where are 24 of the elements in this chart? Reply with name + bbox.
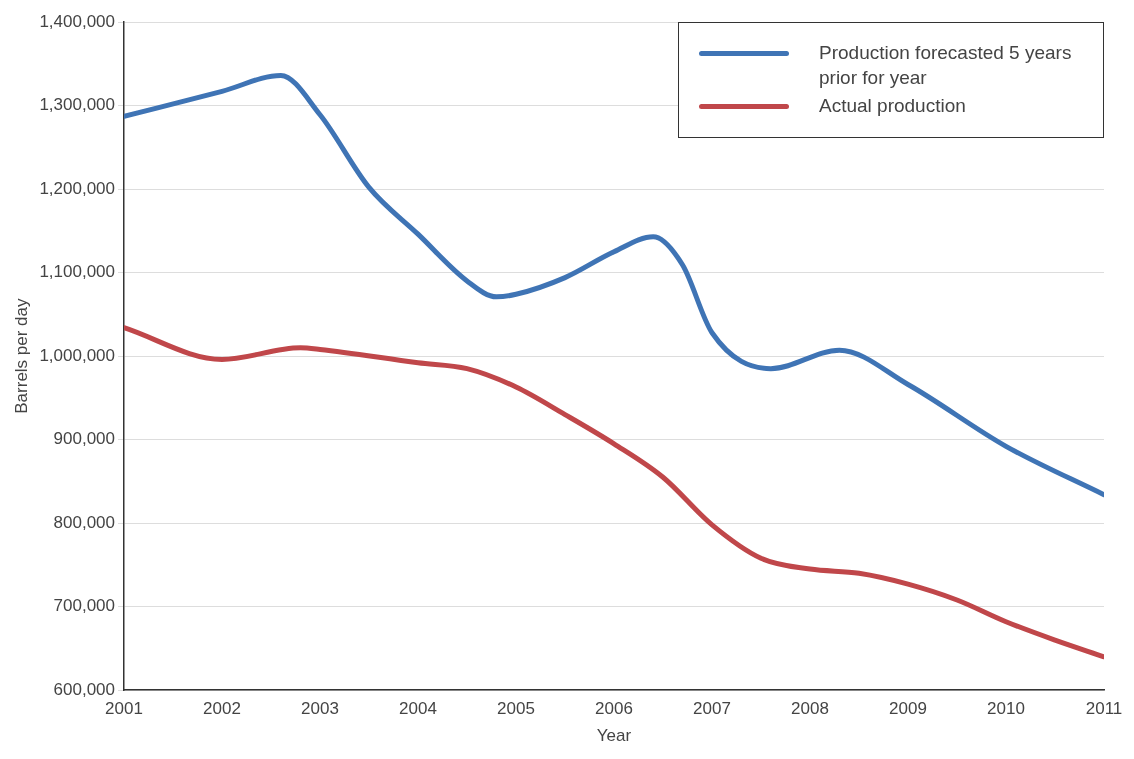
x-tick-label: 2010 [987, 699, 1025, 719]
y-tick-label: 1,400,000 [39, 11, 116, 31]
x-tick-label: 2011 [1085, 699, 1123, 719]
x-tick-label: 2003 [301, 699, 339, 719]
y-tick-label: 700,000 [53, 596, 116, 616]
x-tick-label: 2004 [399, 699, 437, 719]
y-tick-label: 1,000,000 [39, 345, 116, 365]
x-tick-label: 2001 [105, 699, 143, 719]
x-tick-label: 2007 [693, 699, 731, 719]
legend-label: Actual production [819, 94, 966, 119]
y-tick-label: 800,000 [53, 512, 116, 532]
y-axis-title: Barrels per day [11, 297, 31, 414]
x-tick-label: 2002 [203, 699, 241, 719]
x-tick-label: 2005 [497, 699, 535, 719]
legend-label: Production forecasted 5 years prior for year [819, 41, 1073, 90]
x-tick-label: 2006 [595, 699, 633, 719]
y-tick-label: 900,000 [53, 429, 116, 449]
y-tick-label: 1,100,000 [39, 262, 116, 282]
x-axis-title: Year [596, 726, 632, 746]
x-tick-label: 2008 [791, 699, 829, 719]
x-tick-label: 2009 [889, 699, 927, 719]
y-tick-label: 1,200,000 [39, 178, 116, 198]
y-tick-label: 1,300,000 [39, 95, 116, 115]
y-tick-label: 600,000 [53, 679, 116, 699]
